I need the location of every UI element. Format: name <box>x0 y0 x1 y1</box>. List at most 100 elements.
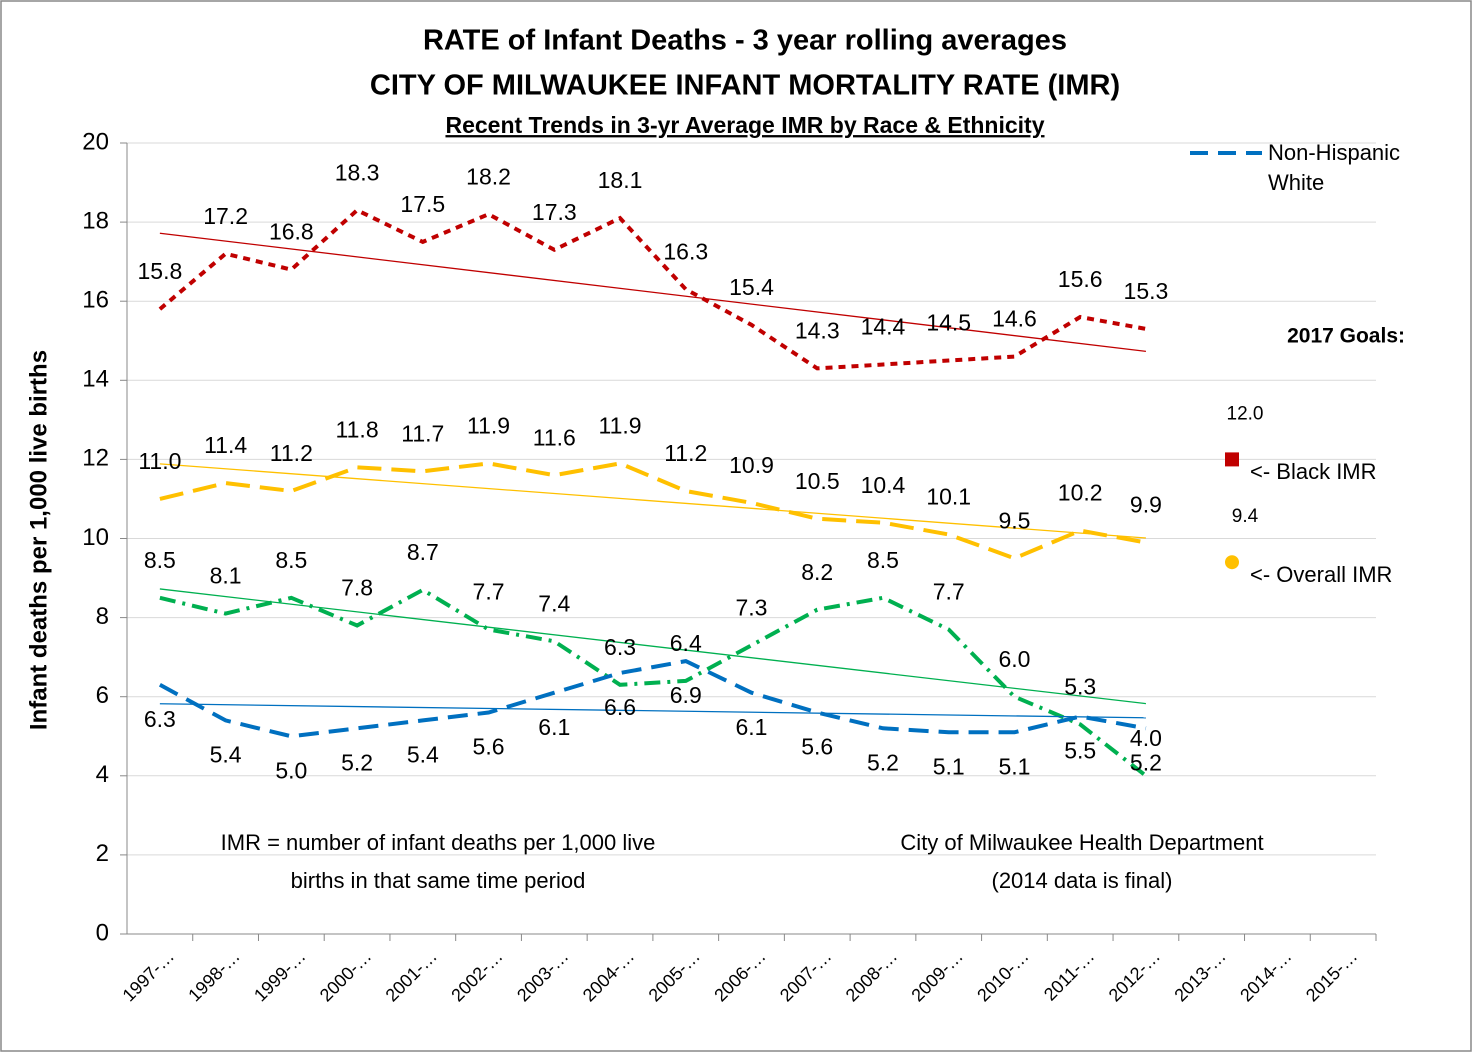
y-tick-label: 4 <box>96 761 109 788</box>
data-label: 5.5 <box>1064 738 1096 764</box>
data-label: 10.2 <box>1058 480 1103 506</box>
data-label: 5.2 <box>1130 749 1162 775</box>
data-label: 17.2 <box>203 203 248 229</box>
data-label: 10.5 <box>795 468 840 494</box>
data-label: 11.0 <box>138 448 181 474</box>
data-label: 7.8 <box>341 575 373 601</box>
data-label: 6.0 <box>998 646 1030 672</box>
trendline <box>159 703 1146 719</box>
y-tick-label: 10 <box>82 524 109 551</box>
goal-marker <box>1225 555 1239 570</box>
data-label: 6.6 <box>604 694 636 720</box>
data-label: 8.5 <box>144 547 176 573</box>
y-tick-label: 18 <box>82 207 109 234</box>
legend-label: Non-Hispanic White <box>1268 140 1401 195</box>
data-label: 15.8 <box>137 258 182 284</box>
data-label: 7.7 <box>473 579 505 605</box>
data-label: 6.3 <box>604 634 636 660</box>
y-tick-label: 12 <box>82 445 109 472</box>
goal-label: <- Black IMR <box>1250 459 1377 484</box>
data-label: 8.5 <box>867 547 899 573</box>
annotation: IMR = number of infant deaths per 1,000 … <box>221 830 656 855</box>
data-label: 8.2 <box>801 559 833 585</box>
data-label: 14.3 <box>795 318 840 344</box>
data-label: 5.2 <box>341 749 373 775</box>
data-label: 18.2 <box>466 163 511 189</box>
data-label: 16.8 <box>269 219 314 245</box>
chart-subtitle: CITY OF MILWAUKEE INFANT MORTALITY RATE … <box>370 70 1120 102</box>
series-line <box>158 659 1147 739</box>
data-label: 14.4 <box>861 314 906 340</box>
data-label: 6.3 <box>144 706 176 732</box>
data-label: 11.8 <box>336 416 379 442</box>
chart-title: RATE of Infant Deaths - 3 year rolling a… <box>423 25 1067 57</box>
y-axis-label: Infant deaths per 1,000 live births <box>25 350 52 730</box>
data-label: 7.3 <box>736 594 768 620</box>
y-tick-label: 14 <box>82 366 109 393</box>
y-tick-label: 20 <box>82 128 109 155</box>
data-label: 9.5 <box>998 507 1030 533</box>
series-line <box>159 587 1148 778</box>
series-line <box>158 207 1147 371</box>
data-label: 14.6 <box>992 306 1037 332</box>
data-label: 6.1 <box>736 714 768 740</box>
data-label: 5.0 <box>275 757 307 783</box>
data-label: 8.5 <box>275 547 307 573</box>
data-label: 11.7 <box>401 420 444 446</box>
data-label: 5.6 <box>473 734 505 760</box>
annotation: births in that same time period <box>291 868 586 893</box>
data-label: 11.9 <box>598 412 641 438</box>
data-label: 16.3 <box>663 238 708 264</box>
y-tick-label: 6 <box>96 682 109 709</box>
data-label: 4.0 <box>1130 725 1162 751</box>
data-label: 15.3 <box>1124 278 1169 304</box>
data-label: 10.9 <box>729 452 774 478</box>
trendline <box>159 588 1146 705</box>
data-label: 5.1 <box>933 753 965 779</box>
data-label: 6.4 <box>670 630 702 656</box>
chart-subtitle2: Recent Trends in 3-yr Average IMR by Rac… <box>445 112 1044 138</box>
data-label: 11.9 <box>467 412 510 438</box>
goal-marker <box>1225 452 1239 467</box>
data-label: 18.3 <box>335 159 380 185</box>
y-tick-label: 16 <box>82 287 109 314</box>
data-label: 5.4 <box>210 742 242 768</box>
data-label: 10.1 <box>926 484 971 510</box>
data-label: 5.1 <box>998 753 1030 779</box>
trendline <box>159 463 1146 539</box>
data-label: 5.4 <box>407 742 439 768</box>
y-tick-label: 8 <box>96 603 109 630</box>
goals-title: 2017 Goals: <box>1287 325 1405 348</box>
annotation: City of Milwaukee Health Department <box>900 830 1263 855</box>
data-label: 7.4 <box>538 590 570 616</box>
data-label: 5.6 <box>801 734 833 760</box>
y-tick-label: 2 <box>96 840 109 867</box>
data-label: 8.7 <box>407 539 439 565</box>
data-label: 18.1 <box>598 167 643 193</box>
data-label: 7.7 <box>933 579 965 605</box>
data-label: 11.2 <box>270 440 313 466</box>
y-tick-label: 0 <box>96 919 109 946</box>
goal-value-label: 9.4 <box>1232 506 1259 527</box>
data-label: 6.9 <box>670 682 702 708</box>
goal-label: <- Overall IMR <box>1250 562 1392 587</box>
data-label: 11.4 <box>204 432 247 458</box>
annotation: (2014 data is final) <box>992 868 1173 893</box>
data-label: 14.5 <box>926 310 971 336</box>
data-label: 11.2 <box>664 440 707 466</box>
data-label: 8.1 <box>210 563 242 589</box>
trendline <box>159 232 1146 353</box>
data-label: 15.4 <box>729 274 774 300</box>
data-label: 9.9 <box>1130 492 1162 518</box>
data-label: 17.5 <box>400 191 445 217</box>
data-label: 10.4 <box>861 472 906 498</box>
data-label: 5.2 <box>867 749 899 775</box>
data-label: 5.3 <box>1064 673 1096 699</box>
data-label: 15.6 <box>1058 266 1103 292</box>
data-label: 11.6 <box>533 424 576 450</box>
data-label: 6.1 <box>538 714 570 740</box>
data-label: 17.3 <box>532 199 577 225</box>
